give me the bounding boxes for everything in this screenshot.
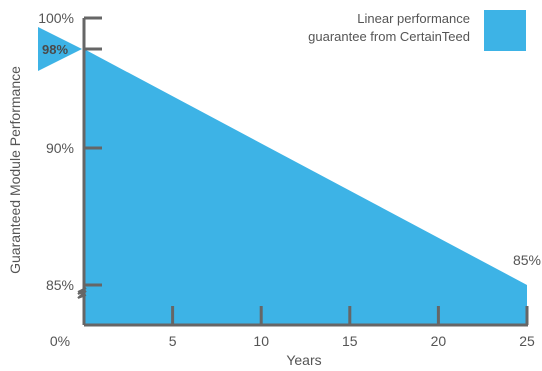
x-tick-label-0: 0% — [50, 333, 70, 349]
performance-area — [84, 49, 527, 325]
legend-swatch — [484, 10, 526, 51]
x-tick-label-5: 5 — [169, 333, 177, 349]
y-axis-title: Guaranteed Module Performance — [7, 66, 23, 274]
legend-line-1: Linear performance — [357, 11, 470, 26]
annotation-85: 85% — [513, 252, 541, 268]
x-axis-title: Years — [286, 352, 321, 366]
axis-break-marker — [77, 287, 87, 299]
x-tick-label-10: 10 — [253, 333, 269, 349]
annotation-98: 98% — [42, 42, 68, 57]
x-tick-label-15: 15 — [342, 333, 358, 349]
x-tick-label-20: 20 — [431, 333, 447, 349]
y-tick-label-85: 85% — [46, 277, 74, 293]
start-value-flag — [38, 27, 82, 71]
y-tick-label-100: 100% — [38, 10, 74, 26]
y-tick-label-90: 90% — [46, 140, 74, 156]
x-tick-label-25: 25 — [519, 333, 535, 349]
legend-line-2: guarantee from CertainTeed — [308, 29, 470, 44]
